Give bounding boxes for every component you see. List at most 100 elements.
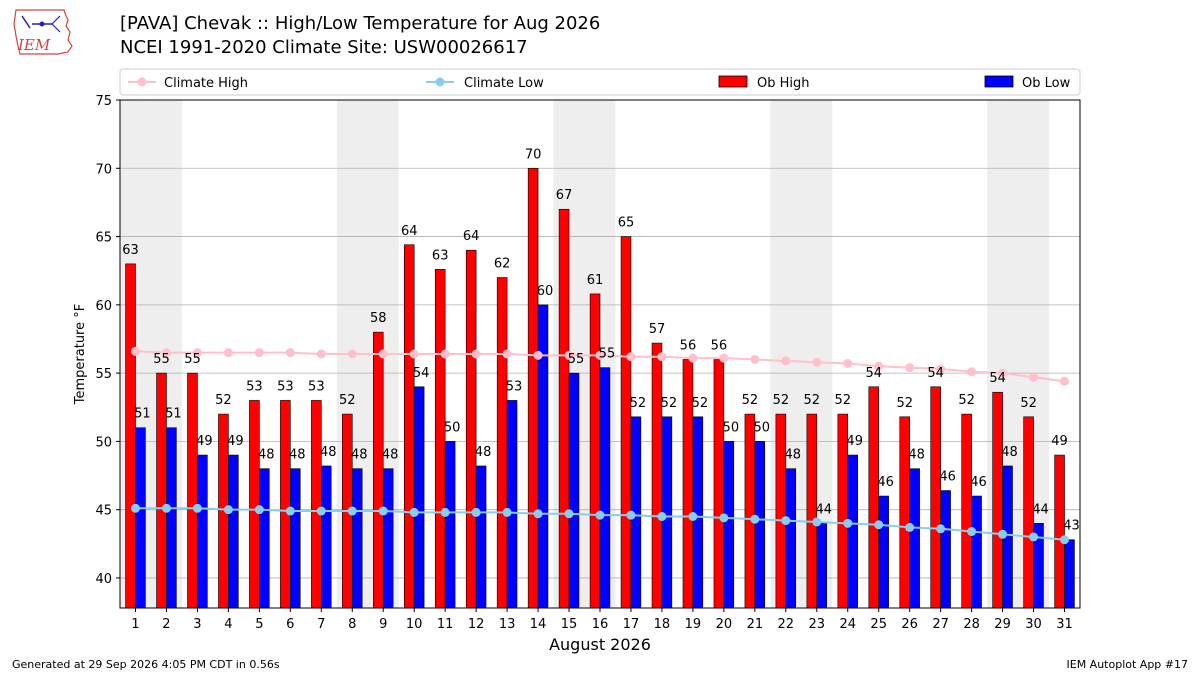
climate-high-point bbox=[502, 349, 512, 359]
climate-high-point bbox=[688, 353, 698, 363]
x-tick-label: 21 bbox=[747, 617, 764, 632]
ob-high-bar bbox=[868, 386, 880, 609]
climate-high-point bbox=[409, 349, 419, 359]
ob-low-label: 60 bbox=[537, 284, 554, 299]
ob-high-bar bbox=[311, 400, 322, 609]
ob-high-bar bbox=[403, 244, 415, 609]
climate-high-point bbox=[812, 357, 822, 367]
climate-high-point bbox=[750, 354, 760, 364]
x-tick-label: 18 bbox=[654, 617, 671, 632]
ob-high-bar bbox=[899, 416, 910, 609]
ob-high-label: 55 bbox=[184, 352, 201, 367]
ob-high-bar bbox=[187, 372, 198, 609]
ob-high-bar bbox=[496, 277, 508, 609]
climate-low-point bbox=[192, 503, 202, 513]
climate-low-point bbox=[1029, 532, 1039, 542]
climate-low-point bbox=[905, 522, 915, 532]
ob-low-bar bbox=[940, 490, 951, 609]
ob-high-label: 67 bbox=[556, 188, 573, 203]
climate-high-point bbox=[285, 348, 295, 358]
legend-ob-low-swatch bbox=[984, 75, 1014, 88]
ob-low-bar bbox=[723, 441, 735, 609]
legend-box bbox=[119, 68, 1081, 96]
climate-low-point bbox=[781, 516, 791, 526]
climate-high-point bbox=[936, 364, 946, 374]
ob-low-label: 48 bbox=[784, 448, 801, 463]
climate-low-point bbox=[533, 509, 543, 519]
ob-low-bar bbox=[537, 304, 549, 609]
x-tick-label: 19 bbox=[685, 617, 702, 632]
y-tick-label: 40 bbox=[95, 572, 112, 587]
climate-high-point bbox=[905, 363, 915, 373]
x-tick-label: 15 bbox=[561, 617, 578, 632]
legend-climate-high-marker bbox=[137, 77, 147, 87]
climate-high-point bbox=[378, 349, 388, 359]
ob-low-label: 51 bbox=[134, 407, 151, 422]
ob-low-bar bbox=[413, 386, 425, 609]
ob-low-label: 48 bbox=[320, 445, 337, 460]
ob-high-label: 58 bbox=[370, 311, 387, 326]
ob-high-bar bbox=[280, 400, 291, 609]
x-tick-label: 9 bbox=[379, 617, 387, 632]
climate-low-point bbox=[130, 503, 140, 513]
climate-low-point bbox=[657, 512, 667, 522]
climate-low-point bbox=[750, 514, 760, 524]
ob-low-bar bbox=[816, 523, 827, 609]
ob-low-label: 49 bbox=[227, 434, 244, 449]
ob-high-label: 52 bbox=[958, 393, 975, 408]
ob-high-bar bbox=[620, 236, 632, 609]
climate-high-point bbox=[626, 352, 636, 362]
legend-climate-high-label: Climate High bbox=[164, 76, 248, 91]
y-axis-label: Temperature °F bbox=[73, 304, 88, 405]
ob-high-label: 62 bbox=[494, 257, 511, 272]
ob-low-label: 48 bbox=[382, 448, 399, 463]
x-tick-label: 20 bbox=[716, 617, 733, 632]
ob-high-label: 52 bbox=[215, 393, 232, 408]
ob-high-label: 61 bbox=[587, 273, 604, 288]
climate-high-point bbox=[192, 348, 202, 358]
ob-low-bar bbox=[259, 468, 270, 609]
ob-low-bar bbox=[847, 454, 858, 609]
ob-low-label: 44 bbox=[815, 502, 832, 517]
climate-high-point bbox=[223, 348, 233, 358]
ob-low-label: 55 bbox=[599, 347, 616, 362]
ob-high-label: 63 bbox=[122, 243, 139, 258]
climate-high-point bbox=[533, 350, 543, 360]
ob-low-label: 50 bbox=[754, 420, 771, 435]
ob-high-label: 64 bbox=[401, 224, 418, 239]
chart-title: [PAVA] Chevak :: High/Low Temperature fo… bbox=[120, 13, 601, 34]
climate-high-point bbox=[471, 349, 481, 359]
ob-high-label: 56 bbox=[711, 338, 728, 353]
climate-low-point bbox=[967, 527, 977, 537]
x-tick-label: 26 bbox=[901, 617, 918, 632]
climate-low-point bbox=[564, 509, 574, 519]
ob-low-bar bbox=[475, 465, 487, 609]
climate-high-point bbox=[130, 346, 140, 356]
x-tick-label: 22 bbox=[778, 617, 795, 632]
chart-subtitle: NCEI 1991-2020 Climate Site: USW00026617 bbox=[120, 37, 528, 58]
ob-low-label: 48 bbox=[475, 445, 492, 460]
ob-high-label: 64 bbox=[463, 229, 480, 244]
climate-low-point bbox=[440, 507, 450, 517]
ob-high-bar bbox=[992, 391, 1003, 609]
climate-low-point bbox=[316, 506, 326, 516]
plot-frame bbox=[119, 99, 1081, 609]
ob-low-label: 53 bbox=[506, 379, 523, 394]
climate-low-point bbox=[285, 506, 295, 516]
ob-low-bar bbox=[506, 400, 518, 609]
ob-high-bar bbox=[713, 359, 725, 609]
ob-high-bar bbox=[930, 386, 941, 609]
ob-high-bar bbox=[651, 342, 663, 609]
ob-low-bar bbox=[444, 441, 456, 609]
ob-low-label: 52 bbox=[692, 396, 709, 411]
ob-high-label: 54 bbox=[989, 371, 1006, 386]
climate-high-point bbox=[316, 349, 326, 359]
ob-low-bar bbox=[228, 454, 239, 609]
ob-high-label: 49 bbox=[1051, 434, 1068, 449]
x-tick-label: 28 bbox=[963, 617, 980, 632]
ob-high-label: 52 bbox=[835, 393, 852, 408]
ob-low-bar bbox=[135, 427, 146, 609]
ob-low-bar bbox=[568, 372, 580, 609]
ob-low-label: 52 bbox=[661, 396, 678, 411]
ob-low-label: 55 bbox=[568, 352, 585, 367]
